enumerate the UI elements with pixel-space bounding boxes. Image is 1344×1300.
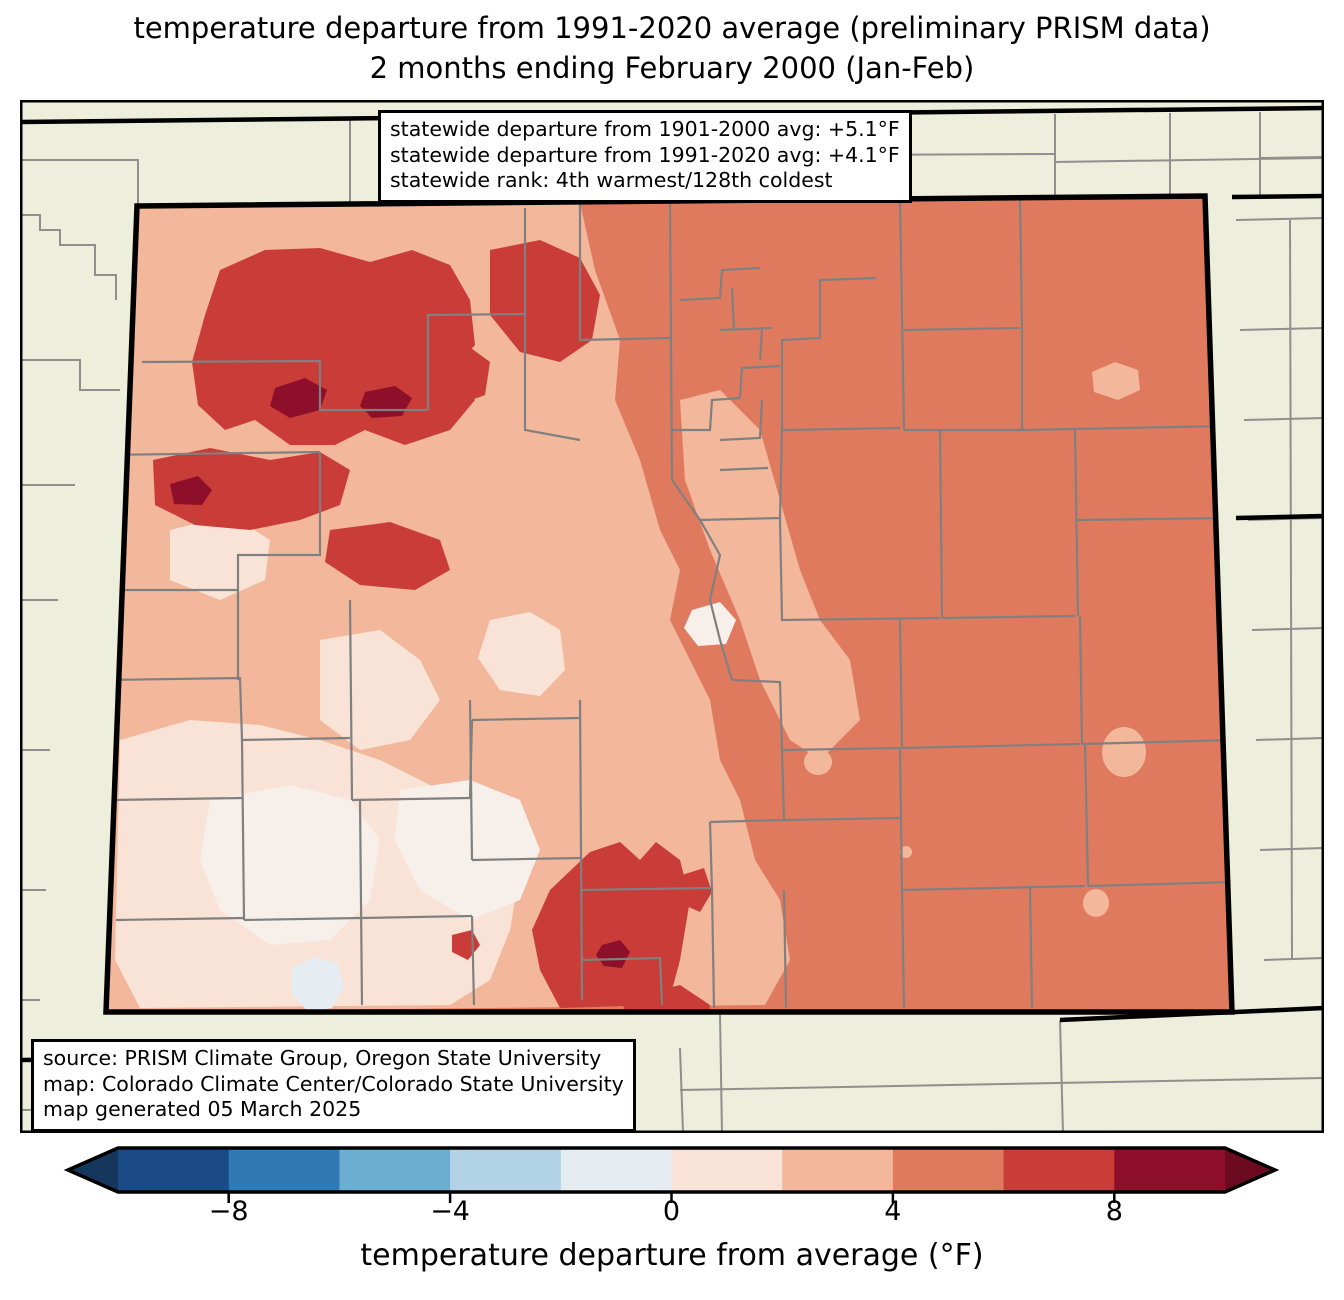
contour-band-8-10-slv xyxy=(596,940,630,968)
contour-band-minus2-0 xyxy=(292,957,344,1012)
colorbar-band--6--4 xyxy=(339,1148,451,1192)
contour-band-6-8-small1 xyxy=(682,868,712,912)
contour-band-2-4-central xyxy=(680,390,860,760)
contour-pale-highcountry2 xyxy=(684,602,736,646)
contour-band-8-10-core3 xyxy=(170,476,212,505)
contour-band-6-8-w xyxy=(153,448,350,530)
colorbar-extend-high xyxy=(1225,1148,1275,1192)
colorbar-tick-label--8: −8 xyxy=(208,1196,249,1227)
map-panel xyxy=(20,100,1324,1133)
title-line-2: 2 months ending February 2000 (Jan-Feb) xyxy=(369,51,975,85)
contour-band-0-2-c xyxy=(170,515,270,600)
colorbar-ticks xyxy=(227,1192,1116,1203)
colorbar-bands xyxy=(63,1146,1280,1194)
source-line: source: PRISM Climate Group, Oregon Stat… xyxy=(43,1046,602,1070)
title-line-1: temperature departure from 1991-2020 ave… xyxy=(133,11,1211,45)
contour-band-6-8-n3 xyxy=(418,340,490,408)
contour-band-6-8-w2 xyxy=(325,522,450,590)
colorbar-extend-low xyxy=(68,1148,118,1192)
summary-departure-1901-2000: statewide departure from 1901-2000 avg: … xyxy=(390,117,900,141)
contour-band-6-8-slv xyxy=(532,842,690,1008)
contour-island-5 xyxy=(900,846,912,858)
colorbar-tick-label-8: 8 xyxy=(1105,1196,1123,1227)
county-borders xyxy=(106,199,1232,1009)
colorbar-tick-label--4: −4 xyxy=(430,1196,470,1227)
contour-island-1 xyxy=(1092,362,1140,400)
contour-band-neutral-sw xyxy=(200,785,380,945)
colorbar-band-2-4 xyxy=(782,1148,894,1192)
contour-band-6-8-nw2 xyxy=(490,240,600,362)
temperature-contour-field xyxy=(106,196,1232,1012)
colorbar-band-0-2 xyxy=(671,1148,783,1192)
colorbar-tick-label-0: 0 xyxy=(662,1196,681,1227)
colorbar-axis-label: temperature departure from average (°F) xyxy=(360,1238,984,1273)
summary-departure-1991-2020: statewide departure from 1991-2020 avg: … xyxy=(390,142,900,167)
map-credit-line: map: Colorado Climate Center/Colorado St… xyxy=(43,1071,624,1096)
map-frame xyxy=(20,100,1324,1133)
contour-pale-highcountry xyxy=(478,612,565,696)
summary-statewide-rank: statewide rank: 4th warmest/128th coldes… xyxy=(390,168,833,192)
contour-band-6-8-nw xyxy=(192,248,475,445)
statewide-summary-box: statewide departure from 1901-2000 avg: … xyxy=(378,110,912,203)
colorbar-panel xyxy=(0,1140,1344,1300)
colorado-temperature-map xyxy=(20,100,1324,1133)
colorbar-tick-label-4: 4 xyxy=(884,1196,902,1227)
contour-band-8-10-core1 xyxy=(270,378,327,418)
page-title: temperature departure from 1991-2020 ave… xyxy=(0,8,1344,88)
colorbar-band-6-8 xyxy=(1003,1148,1115,1192)
map-generated-line: map generated 05 March 2025 xyxy=(43,1097,362,1121)
colorbar-outline xyxy=(63,1146,1280,1194)
contour-band-neutral-sw2 xyxy=(395,780,540,920)
colorbar xyxy=(63,1146,1280,1203)
colorbar-band--4--2 xyxy=(450,1148,562,1192)
colorbar-band--2-0 xyxy=(560,1148,673,1192)
contour-band-6-8-slv2 xyxy=(620,985,710,1012)
colorbar-band-4-6 xyxy=(892,1148,1005,1192)
contour-island-3 xyxy=(1083,889,1109,917)
colorbar-band--8--6 xyxy=(228,1148,340,1192)
colorbar-band--10--8 xyxy=(118,1148,230,1192)
colorbar-band-8-10 xyxy=(1114,1148,1226,1192)
contour-island-4 xyxy=(804,749,832,775)
contour-island-2 xyxy=(1102,727,1146,777)
source-credit-box: source: PRISM Climate Group, Oregon Stat… xyxy=(31,1039,636,1132)
